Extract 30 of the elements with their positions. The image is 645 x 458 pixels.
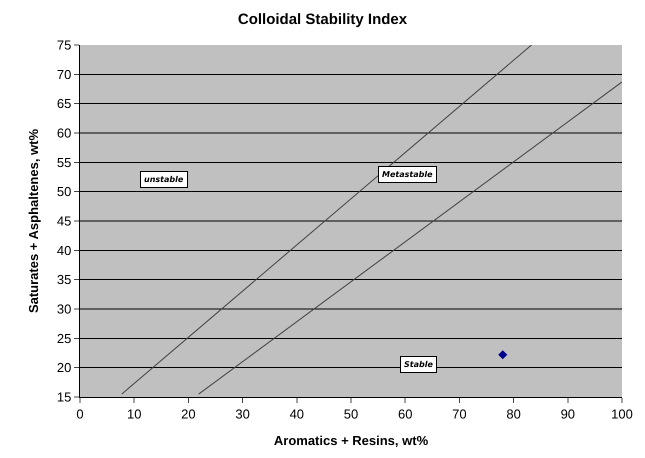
y-tick-label: 65 <box>56 96 72 112</box>
y-tick-label: 20 <box>56 360 72 376</box>
y-tick-label: 70 <box>56 66 72 82</box>
chart-title: Colloidal Stability Index <box>238 11 408 28</box>
y-tick-label: 55 <box>56 154 72 170</box>
y-axis-title: Saturates + Asphaltenes, wt% <box>26 128 41 314</box>
x-tick-label: 50 <box>344 406 358 422</box>
x-tick-label: 20 <box>181 406 196 422</box>
x-tick-label: 100 <box>611 406 633 422</box>
x-axis-title: Aromatics + Resins, wt% <box>274 433 429 448</box>
y-tick-label: 40 <box>56 242 72 258</box>
y-tick-label: 60 <box>56 126 72 141</box>
x-tick-label: 30 <box>235 406 250 422</box>
y-tick-label: 25 <box>56 330 72 346</box>
y-tick-label: 75 <box>56 38 72 53</box>
x-tick-label: 80 <box>506 406 521 422</box>
y-tick-label: 15 <box>56 390 72 405</box>
x-tick-label: 60 <box>398 406 412 422</box>
annotation: unstable <box>144 175 184 184</box>
x-tick-label: 70 <box>452 406 467 422</box>
x-tick-label: 10 <box>126 406 142 422</box>
y-tick-label: 45 <box>56 214 72 229</box>
y-tick-label: 50 <box>56 184 72 200</box>
y-tick-label: 30 <box>56 302 72 317</box>
annotation: Stable <box>404 360 434 369</box>
x-tick-label: 90 <box>560 406 576 422</box>
annotation: Metastable <box>382 170 434 179</box>
y-tick-label: 35 <box>56 272 72 288</box>
x-tick-label: 0 <box>76 406 84 422</box>
x-tick-label: 40 <box>290 406 304 422</box>
